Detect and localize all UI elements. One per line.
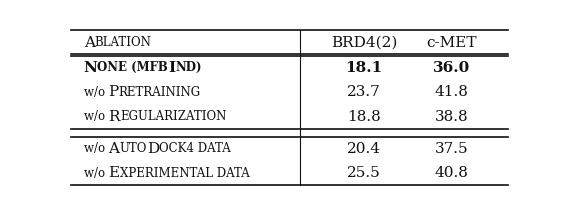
Text: D: D bbox=[147, 142, 159, 156]
Text: w/o: w/o bbox=[83, 142, 108, 155]
Text: EGULARIZATION: EGULARIZATION bbox=[120, 110, 226, 123]
Text: P: P bbox=[108, 85, 119, 99]
Text: 23.7: 23.7 bbox=[347, 85, 381, 99]
Text: 40.8: 40.8 bbox=[435, 166, 469, 180]
Text: 38.8: 38.8 bbox=[435, 110, 469, 124]
Text: OCK4 DATA: OCK4 DATA bbox=[159, 142, 231, 155]
Text: 18.8: 18.8 bbox=[347, 110, 381, 124]
Text: E: E bbox=[108, 166, 120, 180]
Text: RETRAINING: RETRAINING bbox=[119, 86, 201, 99]
Text: 41.8: 41.8 bbox=[435, 85, 469, 99]
Text: 36.0: 36.0 bbox=[433, 61, 470, 75]
Text: 37.5: 37.5 bbox=[435, 142, 469, 156]
Text: BRD4(2): BRD4(2) bbox=[331, 36, 398, 50]
Text: UTO: UTO bbox=[120, 142, 147, 155]
Text: N: N bbox=[83, 61, 98, 75]
Text: c-MET: c-MET bbox=[426, 36, 477, 50]
Text: BLATION: BLATION bbox=[95, 36, 152, 49]
Text: A: A bbox=[83, 36, 95, 50]
Text: A: A bbox=[108, 142, 120, 156]
Text: XPERIMENTAL DATA: XPERIMENTAL DATA bbox=[120, 167, 249, 180]
Text: I: I bbox=[168, 61, 175, 75]
Text: w/o: w/o bbox=[83, 110, 108, 123]
Text: w/o: w/o bbox=[83, 86, 108, 99]
Text: 20.4: 20.4 bbox=[347, 142, 381, 156]
Text: ONE (MFB: ONE (MFB bbox=[98, 61, 168, 74]
Text: ND): ND) bbox=[175, 61, 202, 74]
Text: R: R bbox=[108, 110, 120, 124]
Text: 25.5: 25.5 bbox=[347, 166, 381, 180]
Text: 18.1: 18.1 bbox=[346, 61, 383, 75]
Text: w/o: w/o bbox=[83, 167, 108, 180]
